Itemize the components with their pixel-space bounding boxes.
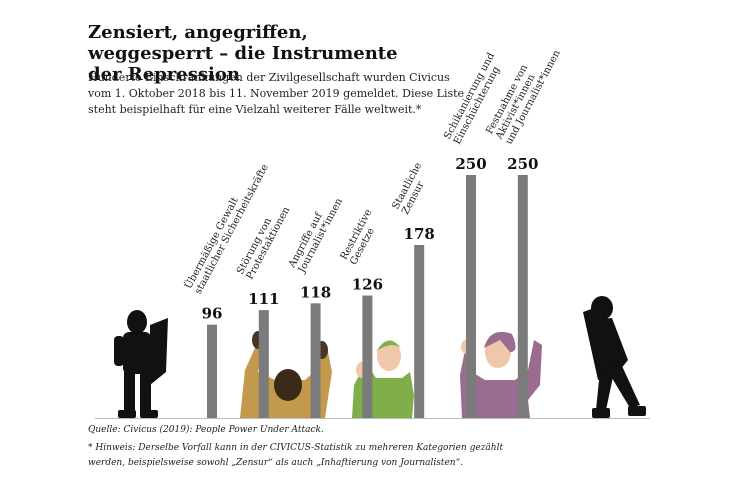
chart-title: Zensiert, angegriffen, weggesperrt – die… bbox=[88, 22, 398, 85]
bar bbox=[517, 175, 528, 418]
value-label: 178 bbox=[404, 225, 435, 243]
category-label: RestriktiveGesetze bbox=[339, 208, 384, 267]
value-label: 111 bbox=[248, 290, 279, 308]
bar bbox=[207, 324, 217, 418]
bar bbox=[414, 244, 425, 418]
value-label: 96 bbox=[202, 305, 223, 323]
source: Quelle: Civicus (2019): People Power Und… bbox=[88, 425, 324, 435]
bar bbox=[310, 303, 321, 418]
category-label: Festnahme vonAktivist*innenund Journalis… bbox=[484, 38, 563, 148]
police-left bbox=[114, 310, 168, 418]
bar bbox=[362, 295, 373, 418]
police-right bbox=[583, 296, 646, 418]
note: * Hinweis: Derselbe Vorfall kann in der … bbox=[88, 443, 504, 468]
decoration bbox=[114, 296, 646, 418]
value-label: 250 bbox=[455, 155, 486, 173]
category-label: Angriffe aufJournalist*innen bbox=[286, 191, 345, 276]
bar bbox=[466, 175, 476, 418]
value-label: 250 bbox=[507, 155, 538, 173]
chart-subtitle: Hunderte Einschränkungen der Zivilgesell… bbox=[88, 71, 465, 116]
bar bbox=[258, 310, 269, 418]
value-label: 118 bbox=[300, 283, 331, 301]
value-label: 126 bbox=[352, 276, 383, 294]
category-label: StaatlicheZensur bbox=[390, 161, 433, 217]
person-2 bbox=[352, 340, 414, 418]
